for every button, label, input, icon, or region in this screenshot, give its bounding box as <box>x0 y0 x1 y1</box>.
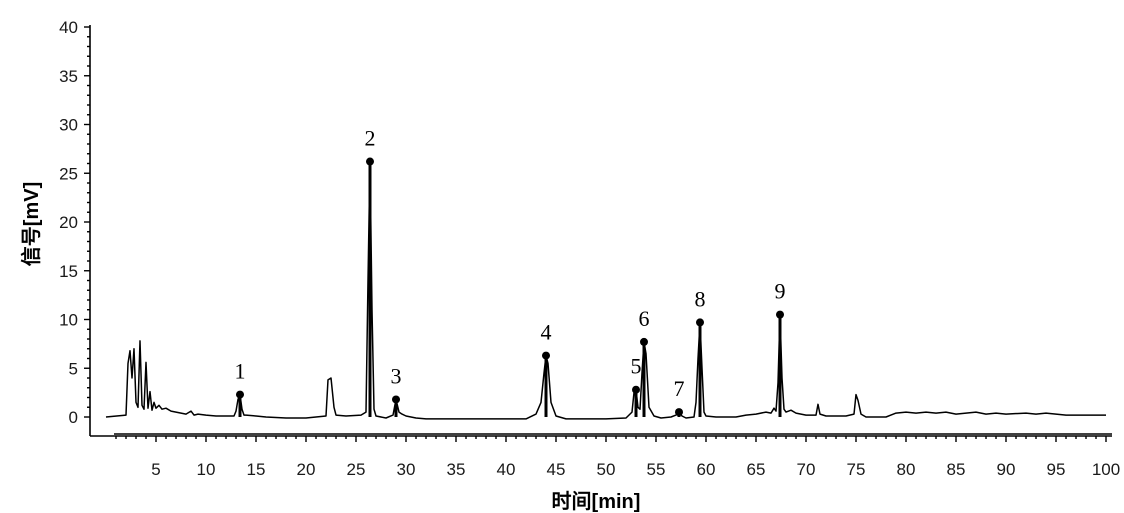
x-tick-label: 30 <box>397 460 416 479</box>
peak-label: 2 <box>365 126 376 151</box>
x-tick-label: 55 <box>647 460 666 479</box>
peak-label: 6 <box>639 306 650 331</box>
peak-label: 8 <box>695 286 706 311</box>
peak-label: 3 <box>391 363 402 388</box>
x-tick-label: 25 <box>347 460 366 479</box>
peak-marker <box>632 385 640 394</box>
peak-marker <box>640 337 648 346</box>
x-tick-label: 50 <box>597 460 616 479</box>
x-tick-label: 70 <box>797 460 816 479</box>
peak-label: 9 <box>775 279 786 304</box>
x-tick-label: 65 <box>747 460 766 479</box>
chromatogram-trace <box>105 160 1106 420</box>
x-tick-label: 20 <box>297 460 316 479</box>
peak-label: 5 <box>631 354 642 379</box>
peak-marker <box>542 351 550 360</box>
x-tick-label: 95 <box>1047 460 1066 479</box>
x-tick-label: 80 <box>897 460 916 479</box>
y-tick-label: 25 <box>59 164 78 183</box>
y-tick-label: 30 <box>59 116 78 135</box>
peak-label: 7 <box>674 376 685 401</box>
x-axis-ticks: 5 10 15 20 25 30 35 40 45 50 55 60 65 70 75 80 85 90 95 100 <box>115 436 1120 479</box>
x-tick-label: 90 <box>997 460 1016 479</box>
x-tick-label: 85 <box>947 460 966 479</box>
x-tick-label: 100 <box>1092 460 1120 479</box>
y-tick-label: 10 <box>59 311 78 330</box>
peak-marker <box>675 408 683 417</box>
x-tick-label: 75 <box>847 460 866 479</box>
plot-frame <box>89 25 1112 437</box>
peak-label: 1 <box>235 359 246 384</box>
peak-marker <box>776 310 784 319</box>
y-axis-title: 信号[mV] <box>19 182 43 266</box>
peak-marker <box>392 395 400 404</box>
x-tick-label: 5 <box>151 460 160 479</box>
peak-label: 4 <box>541 320 552 345</box>
trace-layer <box>105 160 1106 420</box>
x-tick-label: 40 <box>497 460 516 479</box>
peak-marker <box>366 157 374 166</box>
x-tick-label: 15 <box>247 460 266 479</box>
y-tick-label: 35 <box>59 67 78 86</box>
x-tick-label: 10 <box>197 460 216 479</box>
x-tick-label: 35 <box>447 460 466 479</box>
y-axis-ticks: 0 5 10 15 20 25 30 35 40 <box>59 18 90 427</box>
y-tick-label: 20 <box>59 213 78 232</box>
y-tick-label: 40 <box>59 18 78 37</box>
x-tick-label: 45 <box>547 460 566 479</box>
y-tick-label: 5 <box>69 359 78 378</box>
peak-markers: 1 2 3 4 5 6 7 8 9 <box>235 126 786 417</box>
x-axis-title: 时间[min] <box>552 490 641 513</box>
y-tick-label: 15 <box>59 262 78 281</box>
peak-marker <box>696 318 704 327</box>
y-tick-label: 0 <box>69 408 78 427</box>
x-tick-label: 60 <box>697 460 716 479</box>
peak-marker <box>236 390 244 399</box>
